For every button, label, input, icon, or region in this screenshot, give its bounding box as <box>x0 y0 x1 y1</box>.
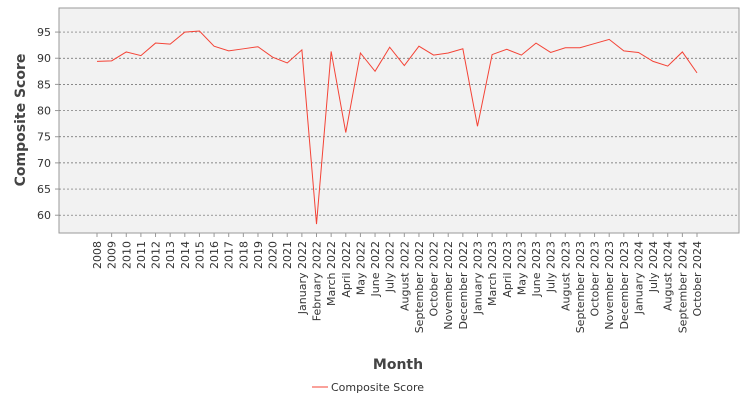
x-tick-label: August 2023 <box>559 241 572 311</box>
x-tick-label: October 2023 <box>589 241 602 317</box>
x-tick-label: January 2022 <box>296 241 309 315</box>
x-tick-label: August 2024 <box>662 241 675 311</box>
x-tick-label: 2008 <box>91 241 104 269</box>
x-tick-label: 2010 <box>120 241 133 269</box>
y-tick-label: 65 <box>37 183 51 196</box>
y-tick-label: 70 <box>37 157 51 170</box>
x-tick-label: May 2023 <box>515 241 528 295</box>
x-tick-label: 2012 <box>150 241 163 269</box>
x-tick-label: 2021 <box>281 241 294 269</box>
plot-area <box>58 7 740 234</box>
x-tick-label: April 2022 <box>340 241 353 298</box>
x-tick-label: 2013 <box>164 241 177 269</box>
y-tick-label: 95 <box>37 26 51 39</box>
y-tick-label: 75 <box>37 131 51 144</box>
x-tick-label: December 2022 <box>457 241 470 330</box>
x-tick-label: December 2023 <box>618 241 631 330</box>
x-tick-label: June 2022 <box>369 241 382 297</box>
y-tick-label: 60 <box>37 209 51 222</box>
x-tick-label: 2019 <box>252 241 265 269</box>
x-tick-label: September 2023 <box>574 241 587 333</box>
x-tick-label: 2017 <box>223 241 236 269</box>
x-tick-label: March 2022 <box>325 241 338 306</box>
x-tick-label: April 2023 <box>501 241 514 298</box>
x-tick-label: September 2022 <box>413 241 426 333</box>
x-tick-label: 2020 <box>267 241 280 269</box>
x-tick-label: October 2024 <box>691 241 704 317</box>
x-tick-label: November 2023 <box>603 241 616 330</box>
x-tick-label: January 2023 <box>471 241 484 315</box>
x-axis-title: Month <box>373 357 423 373</box>
x-tick-label: 2018 <box>237 241 250 269</box>
x-tick-label: October 2022 <box>428 241 441 317</box>
x-tick-label: February 2022 <box>311 241 324 321</box>
y-axis-title: Composite Score <box>13 54 29 187</box>
y-tick-label: 90 <box>37 52 51 65</box>
x-tick-label: July 2024 <box>647 241 660 293</box>
x-tick-label: November 2022 <box>442 241 455 330</box>
x-tick-label: 2009 <box>106 241 119 269</box>
x-tick-label: 2014 <box>179 241 192 269</box>
x-tick-label: 2011 <box>135 241 148 269</box>
x-tick-label: May 2022 <box>354 241 367 295</box>
line <box>96 30 698 225</box>
y-tick-label: 85 <box>37 78 51 91</box>
x-tick-label: January 2024 <box>632 241 645 315</box>
x-tick-label: July 2022 <box>384 241 397 293</box>
x-tick-label: 2015 <box>193 241 206 269</box>
legend-label: Composite Score <box>331 381 424 394</box>
x-tick-label: March 2023 <box>486 241 499 306</box>
x-tick-label: July 2023 <box>545 241 558 293</box>
x-tick-label: August 2022 <box>398 241 411 311</box>
x-tick-label: 2016 <box>208 241 221 269</box>
x-tick-label: September 2024 <box>676 241 689 333</box>
y-tick-label: 80 <box>37 105 51 118</box>
x-tick-label: June 2023 <box>530 241 543 297</box>
